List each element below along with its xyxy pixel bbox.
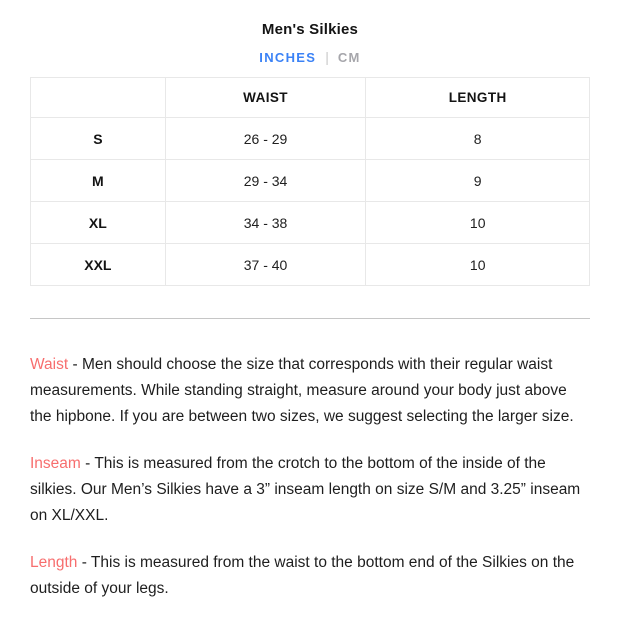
inseam-term-text: - This is measured from the crotch to th… bbox=[30, 455, 581, 524]
col-header-length: LENGTH bbox=[365, 77, 590, 118]
tab-inches[interactable]: INCHES bbox=[259, 49, 317, 65]
inseam-term-label: Inseam bbox=[30, 455, 81, 472]
length-term-label: Length bbox=[30, 554, 78, 571]
description-length: Length - This is measured from the waist… bbox=[30, 550, 590, 602]
tab-separator: | bbox=[325, 49, 329, 65]
waist-cell: 34 - 38 bbox=[164, 201, 367, 244]
size-table-body: S 26 - 29 8 M 29 - 34 9 XL 34 - 38 10 XXL 37 - 40 1… bbox=[30, 117, 590, 286]
tab-cm[interactable]: CM bbox=[337, 49, 361, 65]
table-header-row: WAIST LENGTH bbox=[30, 77, 590, 118]
size-cell: S bbox=[30, 117, 166, 160]
table-row: XXL 37 - 40 10 bbox=[30, 243, 590, 286]
page-title: Men's Silkies bbox=[261, 21, 359, 38]
size-cell: M bbox=[30, 159, 166, 202]
size-table: WAIST LENGTH S 26 - 29 8 M 29 - 34 9 XL 34 - 38… bbox=[30, 77, 590, 286]
unit-tabs: INCHES | CM bbox=[30, 49, 590, 65]
waist-cell: 26 - 29 bbox=[164, 117, 367, 160]
table-row: M 29 - 34 9 bbox=[30, 159, 590, 202]
length-cell: 10 bbox=[365, 201, 590, 244]
size-cell: XL bbox=[30, 201, 166, 244]
waist-term-label: Waist bbox=[30, 356, 69, 373]
size-cell: XXL bbox=[30, 243, 166, 286]
waist-cell: 37 - 40 bbox=[164, 243, 367, 286]
waist-term-text: - Men should choose the size that corres… bbox=[30, 356, 574, 425]
description-inseam: Inseam - This is measured from the crotc… bbox=[30, 451, 590, 529]
length-cell: 9 bbox=[365, 159, 590, 202]
length-term-text: - This is measured from the waist to the… bbox=[30, 554, 575, 597]
size-chart-page: Men's Silkies INCHES | CM WAIST LENGTH S… bbox=[30, 21, 590, 602]
col-header-size bbox=[30, 77, 166, 118]
col-header-waist: WAIST bbox=[164, 77, 367, 118]
description-section: Waist - Men should choose the size that … bbox=[30, 319, 590, 602]
description-waist: Waist - Men should choose the size that … bbox=[30, 352, 590, 430]
length-cell: 8 bbox=[365, 117, 590, 160]
table-row: XL 34 - 38 10 bbox=[30, 201, 590, 244]
length-cell: 10 bbox=[365, 243, 590, 286]
section-divider bbox=[30, 318, 590, 319]
table-row: S 26 - 29 8 bbox=[30, 117, 590, 160]
waist-cell: 29 - 34 bbox=[164, 159, 367, 202]
